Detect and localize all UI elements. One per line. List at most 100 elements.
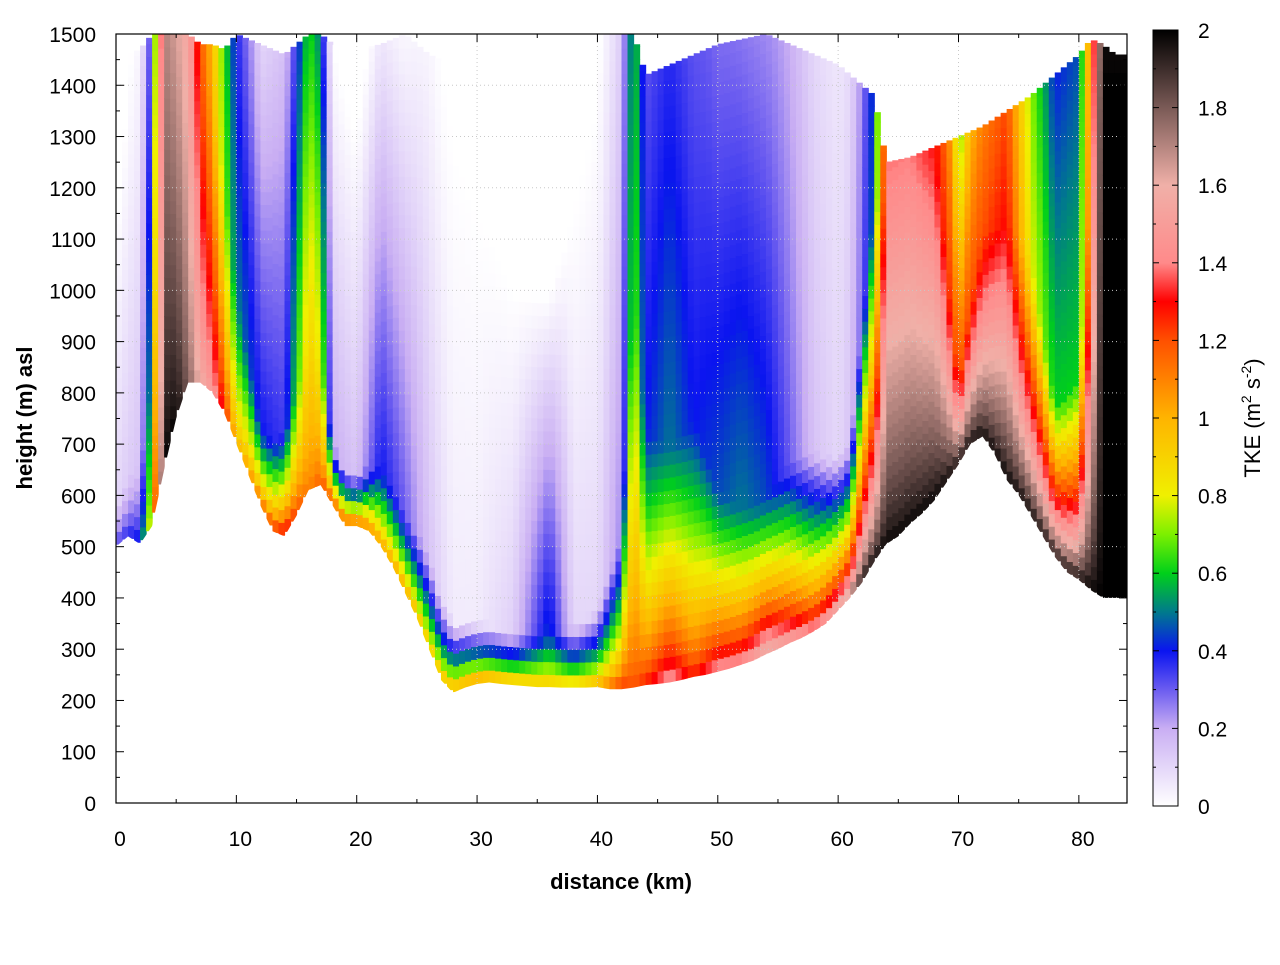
tke-cell bbox=[128, 512, 135, 527]
tke-cell bbox=[465, 532, 472, 547]
tke-cell bbox=[675, 654, 683, 669]
tke-cell bbox=[398, 265, 406, 280]
tke-cell bbox=[176, 242, 183, 257]
tke-cell bbox=[603, 176, 611, 190]
tke-cell bbox=[422, 423, 430, 438]
tke-cell bbox=[783, 119, 791, 133]
tke-cell bbox=[525, 289, 532, 303]
tke-cell bbox=[603, 214, 611, 228]
tke-cell bbox=[380, 513, 388, 527]
tke-cell bbox=[128, 346, 135, 360]
tke-cell bbox=[230, 269, 237, 284]
tke-cell bbox=[278, 496, 286, 511]
tke-cell bbox=[164, 226, 171, 240]
tke-cell bbox=[158, 355, 165, 370]
tke-cell bbox=[621, 35, 629, 49]
tke-cell bbox=[362, 55, 370, 70]
tke-cell bbox=[146, 184, 153, 199]
tke-cell bbox=[332, 421, 340, 435]
tke-cell bbox=[663, 606, 671, 620]
tke-cell bbox=[567, 495, 574, 509]
tke-cell bbox=[663, 336, 671, 351]
tke-cell bbox=[585, 277, 593, 291]
tke-cell bbox=[753, 43, 761, 58]
tke-cell bbox=[326, 449, 334, 463]
tke-cell bbox=[170, 34, 177, 48]
tke-cell bbox=[790, 475, 797, 489]
tke-cell bbox=[266, 127, 274, 141]
tke-cell bbox=[320, 464, 328, 479]
tke-cell bbox=[753, 428, 761, 442]
tke-cell bbox=[579, 392, 586, 407]
tke-cell bbox=[693, 522, 701, 536]
tke-cell bbox=[471, 56, 478, 71]
tke-cell bbox=[326, 90, 334, 104]
tke-cell bbox=[759, 181, 767, 196]
tke-cell bbox=[591, 341, 599, 355]
tke-cell bbox=[272, 50, 280, 59]
tke-cell bbox=[212, 116, 219, 130]
tke-cell bbox=[158, 48, 165, 62]
tke-cell bbox=[711, 518, 719, 533]
tke-cell bbox=[410, 496, 418, 511]
tke-cell bbox=[416, 49, 424, 63]
tke-cell bbox=[717, 222, 725, 236]
tke-cell bbox=[158, 112, 165, 126]
tke-cell bbox=[633, 58, 641, 73]
tke-cell bbox=[609, 317, 617, 331]
tke-cell bbox=[783, 631, 791, 646]
tke-cell bbox=[368, 214, 376, 229]
tke-cell bbox=[723, 425, 731, 440]
tke-cell bbox=[501, 287, 508, 301]
tke-cell bbox=[374, 119, 382, 134]
tke-cell bbox=[621, 624, 629, 639]
tke-cell bbox=[446, 420, 454, 434]
tke-cell bbox=[519, 301, 526, 315]
tke-cell bbox=[573, 380, 580, 394]
tke-cell bbox=[392, 291, 400, 306]
tke-cell bbox=[729, 398, 737, 412]
tke-cell bbox=[320, 310, 328, 325]
tke-cell bbox=[477, 593, 484, 608]
tke-cell bbox=[627, 534, 635, 548]
tke-cell bbox=[687, 472, 695, 487]
tke-cell bbox=[453, 512, 460, 526]
tke-cell bbox=[507, 659, 514, 673]
tke-cell bbox=[783, 439, 791, 453]
tke-cell bbox=[440, 362, 448, 377]
tke-cell bbox=[459, 547, 466, 562]
tke-cell bbox=[344, 333, 352, 348]
tke-cell bbox=[122, 269, 129, 284]
tke-cell bbox=[278, 278, 286, 293]
tke-cell bbox=[440, 183, 448, 197]
tke-cell bbox=[398, 406, 406, 421]
tke-cell bbox=[603, 419, 611, 433]
tke-cell bbox=[158, 381, 165, 395]
tke-cell bbox=[218, 48, 225, 50]
tke-cell bbox=[428, 195, 436, 209]
tke-cell bbox=[477, 183, 484, 198]
tke-cell bbox=[615, 561, 623, 575]
tke-cell bbox=[603, 560, 611, 574]
tke-cell bbox=[254, 280, 262, 294]
tke-cell bbox=[422, 436, 430, 450]
tke-cell bbox=[790, 295, 797, 310]
tke-cell bbox=[212, 51, 219, 66]
tke-cell bbox=[386, 331, 394, 345]
tke-cell bbox=[320, 400, 328, 414]
tke-cell bbox=[519, 109, 526, 123]
tke-cell bbox=[459, 150, 466, 165]
tke-cell bbox=[422, 295, 430, 309]
tke-cell bbox=[693, 535, 701, 549]
tke-cell bbox=[278, 458, 286, 472]
tke-cell bbox=[711, 82, 719, 97]
tke-cell bbox=[176, 34, 183, 39]
tke-cell bbox=[639, 237, 647, 251]
tke-cell bbox=[356, 245, 364, 259]
tke-cell bbox=[711, 352, 719, 366]
tke-cell bbox=[531, 481, 538, 496]
tke-cell bbox=[501, 671, 508, 685]
tke-cell bbox=[212, 77, 219, 91]
tke-cell bbox=[627, 188, 635, 202]
tke-cell bbox=[753, 274, 761, 288]
